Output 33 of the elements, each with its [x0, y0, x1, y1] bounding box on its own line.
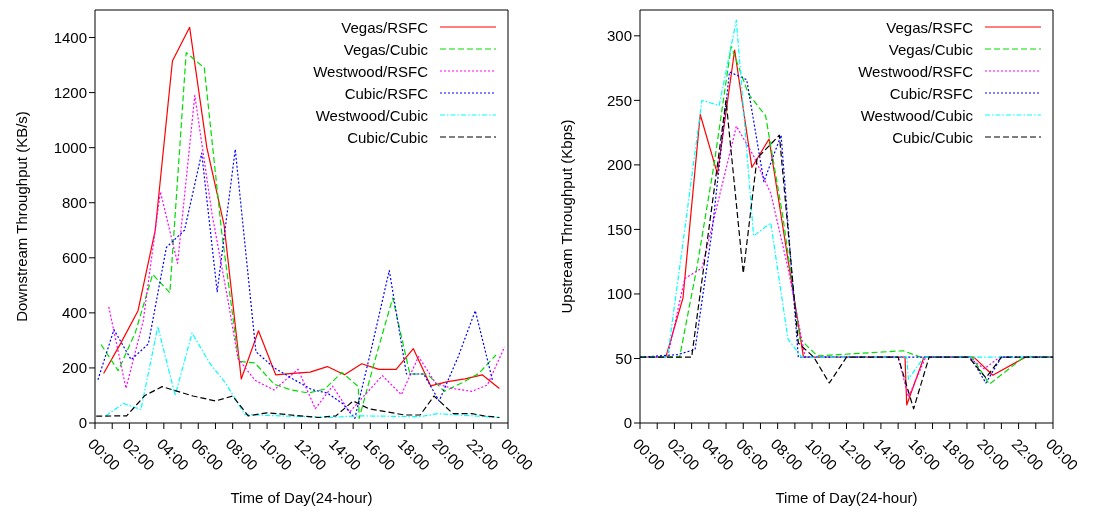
legend-label: Vegas/Cubic: [888, 40, 973, 58]
x-axis-title: Time of Day(24-hour): [230, 489, 373, 506]
y-tick-label: 800: [61, 194, 87, 212]
x-axis-title: Time of Day(24-hour): [775, 489, 918, 506]
legend-label: Vegas/RSFC: [341, 18, 428, 36]
legend-label: Vegas/RSFC: [886, 18, 973, 36]
legend-label: Cubic/RSFC: [344, 84, 428, 102]
y-tick-label: 0: [78, 414, 87, 432]
legend-label: Westwood/RSFC: [858, 62, 973, 80]
y-tick-label: 200: [61, 359, 87, 377]
y-tick-label: 150: [606, 220, 632, 238]
y-tick-label: 600: [61, 249, 87, 267]
y-tick-label: 250: [606, 91, 632, 109]
line-series: [97, 148, 494, 419]
y-tick-label: 200: [606, 156, 632, 174]
y-axis-title: Downstream Throughput (KB/s): [13, 111, 31, 322]
y-tick-label: 0: [623, 414, 632, 432]
y-tick-label: 1200: [53, 83, 87, 101]
y-tick-label: 400: [61, 304, 87, 322]
y-tick-label: 1000: [53, 138, 87, 156]
y-tick-label: 1400: [53, 28, 87, 46]
y-tick-label: 50: [615, 349, 632, 367]
legend-label: Cubic/RSFC: [889, 84, 973, 102]
y-tick-label: 100: [606, 285, 632, 303]
legend-label: Westwood/Cubic: [860, 106, 973, 124]
legend-label: Westwood/RSFC: [313, 62, 428, 80]
y-axis-title: Upstream Throughput (Kbps): [558, 119, 576, 314]
y-tick-label: 300: [606, 27, 632, 45]
line-series: [105, 326, 500, 419]
legend-label: Vegas/Cubic: [343, 40, 428, 58]
legend-label: Cubic/Cubic: [892, 128, 973, 146]
legend-label: Cubic/Cubic: [347, 128, 428, 146]
legend-label: Westwood/Cubic: [315, 106, 428, 124]
